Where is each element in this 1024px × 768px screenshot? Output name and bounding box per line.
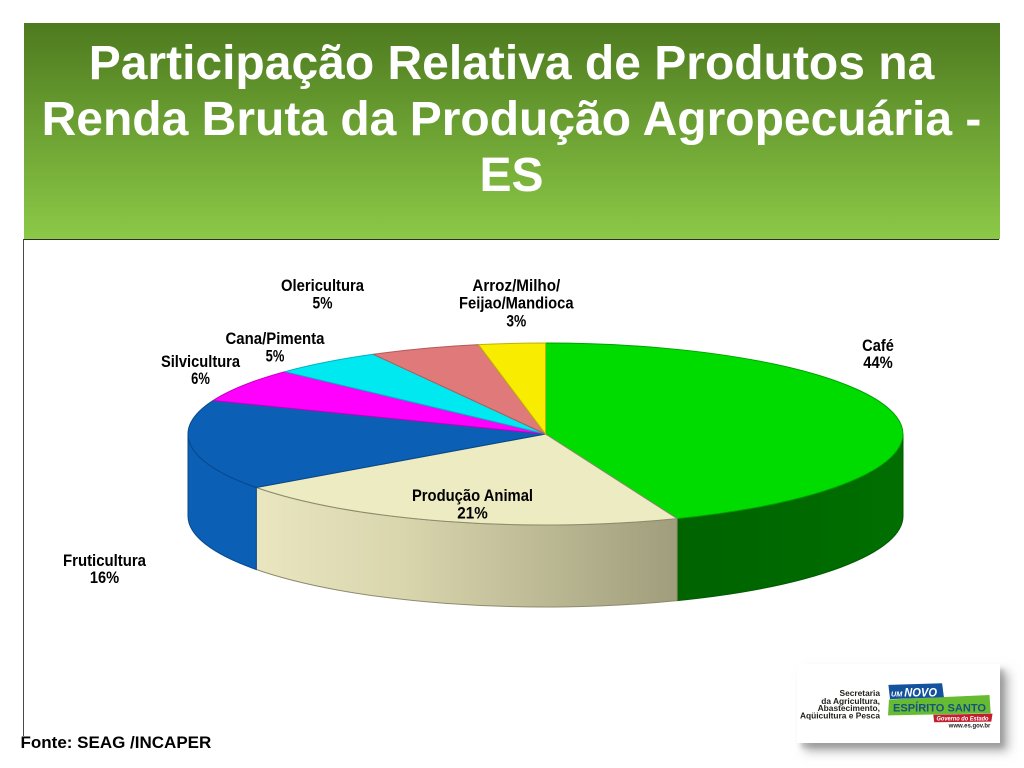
svg-text:Café: Café (862, 336, 894, 355)
svg-text:UM NOVO: UM NOVO (891, 688, 937, 700)
svg-text:www.es.gov.br: www.es.gov.br (948, 723, 991, 729)
svg-text:16%: 16% (90, 568, 119, 587)
svg-text:3%: 3% (506, 312, 526, 331)
svg-text:Arroz/Milho/: Arroz/Milho/ (472, 276, 560, 295)
svg-text:Silvicultura: Silvicultura (161, 352, 241, 371)
svg-text:Olericultura: Olericultura (281, 276, 364, 295)
svg-text:Produção Animal: Produção Animal (412, 486, 533, 505)
svg-text:Governo do Estado: Governo do Estado (937, 715, 989, 722)
svg-text:Feijao/Mandioca: Feijao/Mandioca (459, 293, 574, 312)
svg-text:ESPÍRITO SANTO: ESPÍRITO SANTO (893, 702, 986, 715)
svg-text:6%: 6% (191, 369, 210, 388)
svg-text:Abastecimento,: Abastecimento, (818, 703, 880, 713)
svg-text:Secretaria: Secretaria (839, 688, 880, 698)
svg-text:5%: 5% (313, 293, 333, 312)
svg-text:44%: 44% (863, 353, 893, 372)
svg-text:da Agricultura,: da Agricultura, (821, 696, 880, 706)
svg-text:Fruticultura: Fruticultura (63, 551, 146, 570)
svg-text:21%: 21% (457, 503, 487, 522)
svg-text:Aqüicultura e Pesca: Aqüicultura e Pesca (800, 711, 880, 721)
svg-text:Cana/Pimenta: Cana/Pimenta (226, 329, 325, 348)
svg-text:5%: 5% (266, 346, 285, 365)
